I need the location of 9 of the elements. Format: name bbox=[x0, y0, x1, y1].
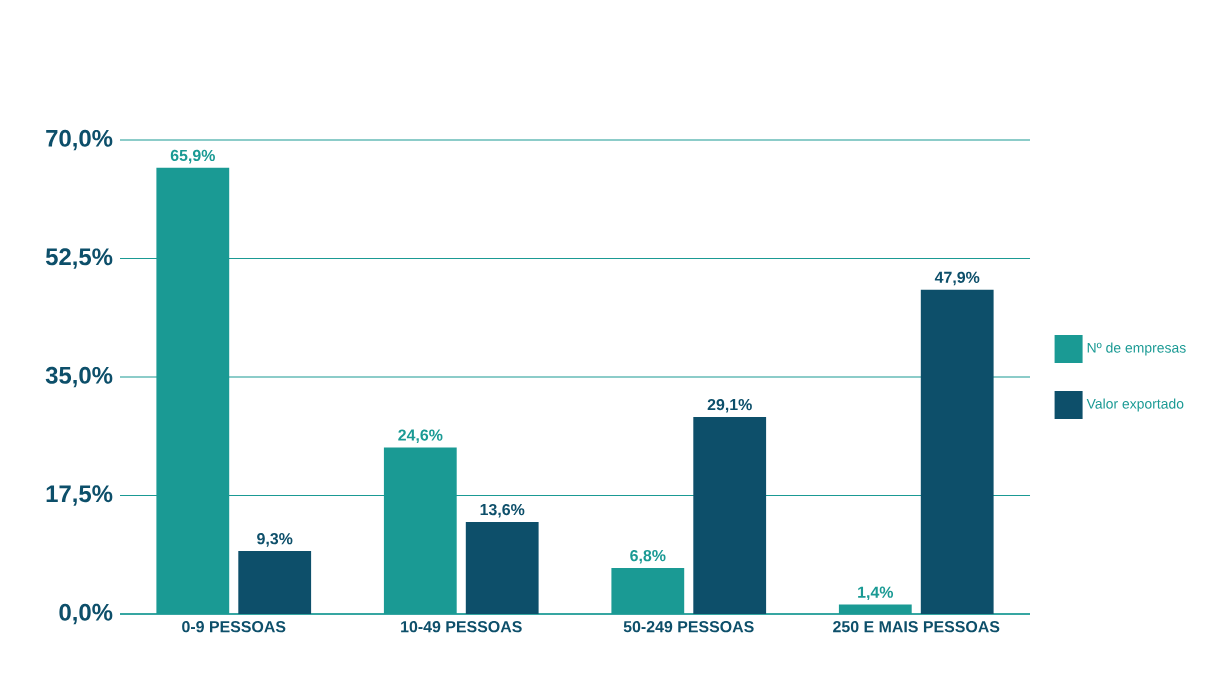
y-tick-label: 17,5% bbox=[46, 485, 113, 506]
bar bbox=[238, 551, 312, 614]
bar bbox=[693, 416, 767, 614]
bar bbox=[920, 289, 994, 614]
y-tick-label: 70,0% bbox=[46, 129, 113, 151]
bar bbox=[465, 521, 539, 614]
y-tick-label: 0,0% bbox=[59, 603, 113, 625]
y-tick-label: 52,5% bbox=[45, 248, 113, 269]
y-tick-label: 35,0% bbox=[45, 366, 113, 388]
